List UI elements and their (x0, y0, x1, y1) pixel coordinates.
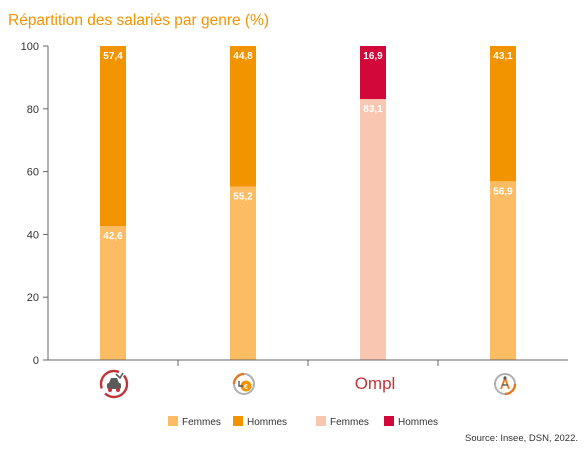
bar-value-label: 44,8 (233, 51, 253, 62)
bar-value-label: 43,1 (493, 51, 513, 62)
legend-label: Femmes (182, 417, 221, 428)
x-axis (48, 359, 568, 366)
y-axis: 0 20 40 60 80 100 (21, 41, 49, 367)
legend-swatch (384, 416, 394, 426)
bar-value-label: 16,9 (363, 51, 383, 62)
bar-value-label: 42,6 (103, 231, 123, 242)
category-icons: € Ompl (99, 369, 517, 399)
chart-title: Répartition des salariés par genre (%) (8, 12, 270, 29)
y-tick-label: 60 (27, 167, 39, 179)
ompl-logo: Ompl (355, 374, 396, 393)
bar-value-label: 56,9 (493, 186, 513, 197)
bar-femmes-1 (100, 226, 126, 360)
legend-label: Hommes (398, 417, 438, 428)
y-tick-label: 40 (27, 229, 39, 241)
y-tick-label: 80 (27, 104, 39, 116)
bar-hommes-3 (360, 46, 386, 100)
bar-value-label: 57,4 (103, 51, 123, 62)
legend-label: Femmes (330, 417, 369, 428)
y-tick-label: 100 (21, 41, 39, 53)
bar-femmes-4 (490, 181, 516, 360)
bar-femmes-3 (360, 99, 386, 360)
car-icon (99, 369, 129, 399)
tools-icon (494, 373, 517, 396)
legend: Femmes Hommes Femmes Hommes (168, 416, 438, 428)
bar-value-label: 55,2 (233, 192, 253, 203)
legend-swatch (316, 416, 326, 426)
y-tick-label: 20 (27, 292, 39, 304)
source-note: Source: Insee, DSN, 2022. (464, 433, 578, 444)
clock-coin-icon: € (232, 372, 255, 395)
bar-femmes-2 (230, 186, 256, 360)
svg-text:€: € (244, 384, 248, 391)
bar-value-label: 83,1 (363, 104, 383, 115)
legend-swatch (168, 416, 178, 426)
legend-label: Hommes (247, 417, 287, 428)
bars: 42,6 57,4 55,2 44,8 83,1 16,9 56,9 43,1 (100, 46, 516, 360)
bar-hommes-2 (230, 46, 256, 187)
bar-hommes-4 (490, 46, 516, 182)
ompl-logo-text: Ompl (355, 374, 396, 393)
bar-hommes-1 (100, 46, 126, 227)
y-tick-label: 0 (33, 355, 39, 367)
legend-swatch (233, 416, 243, 426)
